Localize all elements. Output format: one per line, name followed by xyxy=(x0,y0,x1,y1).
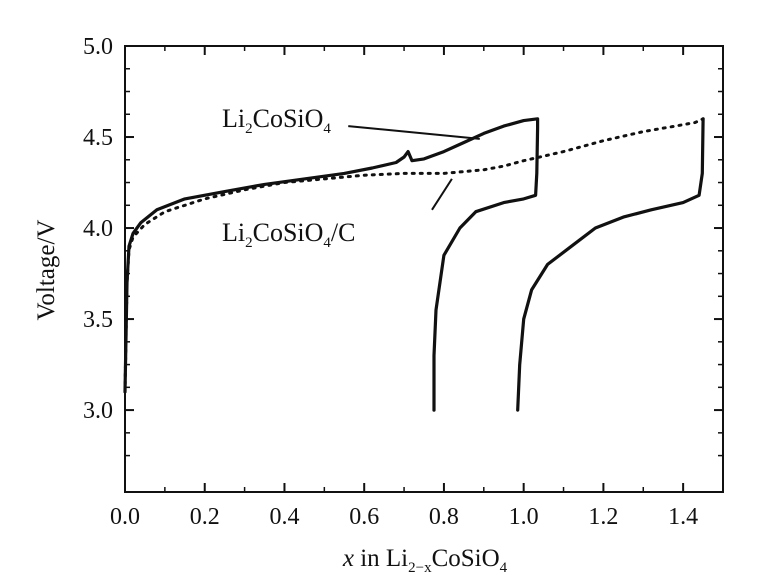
x-axis-label-pre: in Li xyxy=(354,545,408,572)
x-tick-label-5: 1.0 xyxy=(509,504,539,530)
annotation-li2cosio4-c: Li2CoSiO4/C xyxy=(222,218,356,251)
y-tick-label-2: 4.0 xyxy=(83,216,113,242)
series-2-line-0 xyxy=(516,117,705,412)
y-tick-label-3: 4.5 xyxy=(83,125,113,151)
y-tick-label-1: 3.5 xyxy=(83,307,113,333)
x-axis-label-sub: 2−x xyxy=(408,560,432,576)
y-tick-label-4: 5.0 xyxy=(83,34,113,60)
y-tick-label-0: 3.0 xyxy=(83,398,113,424)
series-0-line-0 xyxy=(123,117,540,412)
annotation-leader-0 xyxy=(348,125,480,140)
tick-marks xyxy=(124,45,723,492)
x-tick-label-3: 0.6 xyxy=(349,504,379,530)
x-tick-label-7: 1.4 xyxy=(668,504,698,530)
x-tick-label-0: 0.0 xyxy=(110,504,140,530)
x-tick-label-1: 0.2 xyxy=(190,504,220,530)
x-axis-label-var: x xyxy=(342,545,354,572)
x-tick-label-4: 0.8 xyxy=(429,504,459,530)
x-tick-label-6: 1.2 xyxy=(588,504,618,530)
x-axis-label-post: CoSiO xyxy=(432,545,500,572)
plot-frame xyxy=(124,45,724,493)
x-tick-label-2: 0.4 xyxy=(269,504,299,530)
plot-lines xyxy=(123,117,705,412)
x-axis-label-sub2: 4 xyxy=(500,560,508,576)
y-axis-label: Voltage/V xyxy=(33,220,60,321)
tick-labels: 0.0 0.2 0.4 0.6 0.8 1.0 1.2 1.4 3.0 3.5 4.0 4.5 5.0 xyxy=(83,34,698,530)
x-axis-label: x in Li2−xCoSiO4 xyxy=(342,545,508,576)
series-1-line-0 xyxy=(123,117,705,394)
annotation-leader-1 xyxy=(431,178,453,211)
annotation-li2cosio4: Li2CoSiO4 xyxy=(222,104,331,137)
